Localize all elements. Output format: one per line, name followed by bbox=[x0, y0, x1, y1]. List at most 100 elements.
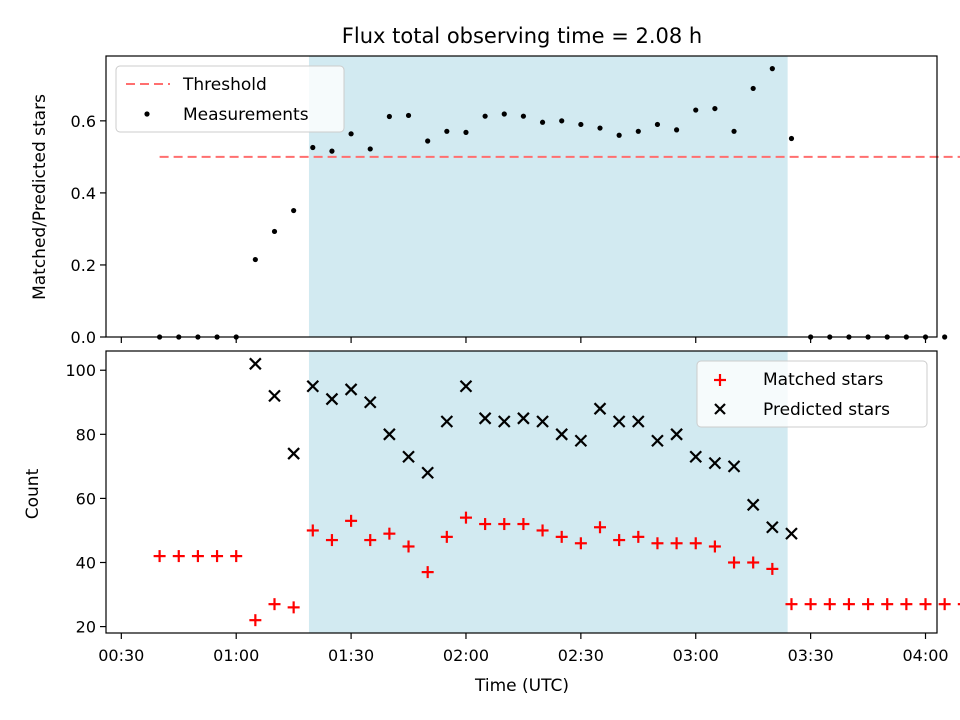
matched-star-point bbox=[823, 598, 836, 611]
matched-star-point bbox=[881, 598, 894, 611]
predicted-star-point bbox=[708, 456, 722, 470]
predicted-star-point bbox=[325, 392, 339, 406]
predicted-star-point bbox=[497, 415, 511, 428]
measurement-point bbox=[597, 125, 603, 131]
predicted-star-point bbox=[612, 415, 626, 428]
x-tick-label: 00:30 bbox=[98, 646, 144, 665]
matched-star-point bbox=[536, 524, 549, 537]
predicted-star-point bbox=[651, 434, 664, 448]
bottom-y-tick-label: 100 bbox=[65, 361, 96, 380]
measurement-point bbox=[559, 118, 565, 124]
bottom-y-axis-label: Count bbox=[23, 468, 43, 519]
matched-star-point bbox=[306, 524, 319, 537]
bottom-y-tick-label: 60 bbox=[76, 489, 96, 508]
bottom-panel: 20 40 60 80 100 00:30 01:00 01:30 02:00 02:30 03:0… bbox=[23, 350, 960, 696]
predicted-star-point bbox=[402, 450, 415, 464]
predicted-star-point bbox=[574, 434, 588, 448]
top-panel: 0.0 0.2 0.4 0.6 Matched/Predicted stars Thr… bbox=[30, 55, 960, 347]
measurement-point bbox=[271, 228, 278, 235]
matched-star-point bbox=[498, 518, 511, 531]
matched-star-point bbox=[842, 598, 855, 611]
matched-star-point bbox=[440, 530, 453, 543]
matched-star-point bbox=[574, 537, 587, 550]
matched-star-point bbox=[345, 514, 358, 527]
figure-title: Flux total observing time = 2.08 h bbox=[342, 24, 702, 48]
matched-star-point bbox=[862, 598, 875, 611]
measurement-point bbox=[616, 132, 622, 138]
matched-star-point bbox=[613, 534, 626, 547]
top-y-tick-label: 0.6 bbox=[71, 112, 96, 131]
measurement-point bbox=[578, 121, 584, 128]
measurement-point bbox=[769, 66, 775, 72]
predicted-star-point bbox=[459, 379, 473, 393]
matched-star-point bbox=[766, 562, 779, 575]
matched-star-point bbox=[632, 530, 645, 543]
predicted-star-point bbox=[440, 415, 454, 428]
x-tick-label: 02:30 bbox=[558, 646, 604, 665]
top-legend-box bbox=[115, 65, 345, 133]
predicted-star-point bbox=[670, 428, 683, 441]
matched-star-point bbox=[728, 556, 741, 569]
x-tick-label: 01:30 bbox=[328, 646, 374, 665]
matched-star-point bbox=[325, 534, 338, 547]
predicted-star-point bbox=[593, 402, 607, 415]
top-observing-window bbox=[308, 56, 788, 337]
predicted-star-point bbox=[421, 466, 434, 480]
measurement-point bbox=[482, 113, 488, 119]
bottom-plot-frame bbox=[105, 350, 938, 634]
predicted-star-point bbox=[363, 395, 377, 409]
bottom-legend: Matched stars Predicted stars bbox=[696, 360, 928, 428]
bottom-legend-box bbox=[696, 360, 928, 428]
predicted-star-point bbox=[689, 450, 703, 464]
matched-star-point bbox=[938, 598, 951, 611]
matched-legend-label: Matched stars bbox=[763, 370, 883, 390]
matched-star-point bbox=[211, 550, 224, 563]
matched-star-point bbox=[517, 518, 530, 531]
predicted-star-point bbox=[478, 412, 492, 425]
matched-star-point bbox=[555, 530, 568, 543]
matched-star-point bbox=[421, 566, 434, 579]
matched-star-point bbox=[689, 537, 702, 550]
predicted-star-point bbox=[268, 389, 281, 403]
matched-star-point bbox=[230, 550, 243, 563]
x-tick-label: 02:00 bbox=[443, 646, 489, 665]
x-tick-label: 03:30 bbox=[788, 646, 834, 665]
measurement-point bbox=[425, 138, 431, 144]
predicted-star-point bbox=[536, 415, 549, 428]
x-tick-label: 03:00 bbox=[673, 646, 719, 665]
matched-star-point bbox=[919, 598, 932, 611]
measurement-point bbox=[788, 135, 795, 142]
matched-star-point bbox=[383, 527, 396, 540]
top-y-axis-label: Matched/Predicted stars bbox=[30, 94, 50, 300]
predicted-star-point bbox=[383, 428, 396, 441]
matched-star-point bbox=[900, 598, 913, 611]
predicted-star-point bbox=[344, 383, 358, 396]
measurement-point bbox=[539, 119, 546, 125]
measurement-point bbox=[291, 207, 297, 214]
measurement-point bbox=[693, 107, 699, 113]
matched-star-point bbox=[249, 614, 262, 627]
predicted-star-point bbox=[249, 357, 262, 371]
measurement-point bbox=[712, 105, 718, 112]
matched-star-point bbox=[364, 534, 377, 547]
matched-star-point bbox=[479, 518, 492, 531]
measurement-point bbox=[520, 113, 527, 119]
measurement-point bbox=[750, 85, 756, 92]
top-grid: 0.0 0.2 0.4 0.6 bbox=[71, 112, 927, 347]
matched-star-point bbox=[459, 511, 472, 524]
matched-star-point bbox=[651, 537, 664, 550]
predicted-legend-label: Predicted stars bbox=[763, 400, 890, 420]
measurement-point bbox=[942, 334, 948, 340]
measurement-point bbox=[348, 131, 354, 137]
measurements-legend-label: Measurements bbox=[183, 105, 309, 125]
predicted-star-point bbox=[287, 447, 300, 460]
measurement-point bbox=[463, 129, 469, 135]
matched-star-point bbox=[708, 540, 721, 553]
threshold-legend-label: Threshold bbox=[182, 75, 267, 95]
matched-star-point bbox=[268, 598, 281, 611]
measurement-point bbox=[654, 121, 661, 128]
matched-star-point bbox=[402, 540, 415, 553]
top-y-tick-label: 0.4 bbox=[71, 184, 96, 203]
predicted-star-point bbox=[517, 412, 530, 425]
top-y-tick-label: 0.2 bbox=[71, 256, 96, 275]
